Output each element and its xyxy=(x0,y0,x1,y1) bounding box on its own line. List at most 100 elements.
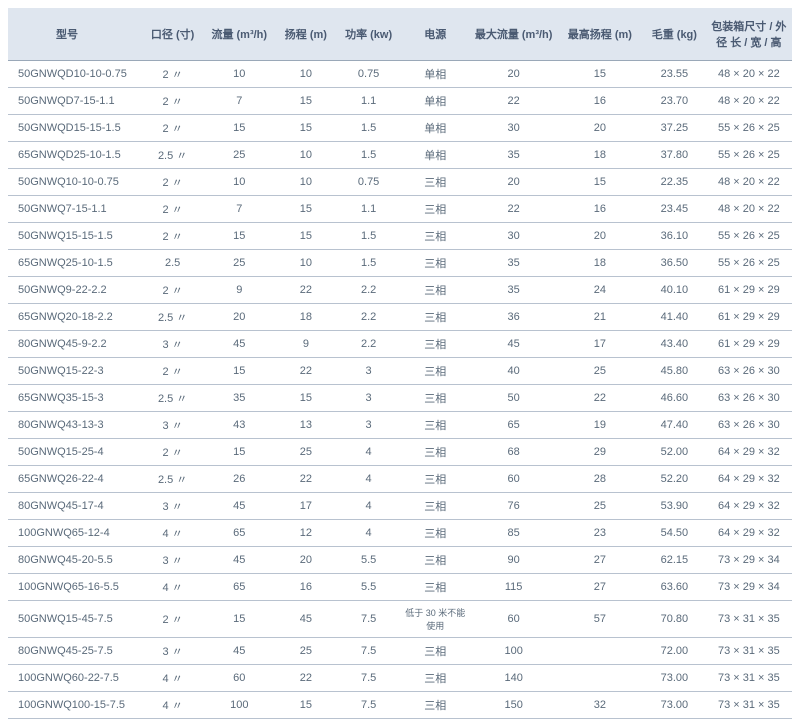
cell: 55 × 26 × 25 xyxy=(706,250,792,277)
cell: 35 xyxy=(204,385,275,412)
cell: 50GNWQ15-25-4 xyxy=(8,439,141,466)
cell: 24 xyxy=(557,277,643,304)
cell: 1.5 xyxy=(337,142,400,169)
cell: 4 xyxy=(337,439,400,466)
cell: 65 xyxy=(204,520,275,547)
cell: 三相 xyxy=(400,692,471,719)
cell: 73 × 31 × 35 xyxy=(706,638,792,665)
table-row: 100GNWQ100-15-7.54 〃100157.5三相1503273.00… xyxy=(8,692,792,719)
cell: 三相 xyxy=(400,574,471,601)
cell: 22 xyxy=(471,196,557,223)
cell: 73 × 31 × 35 xyxy=(706,665,792,692)
cell: 45 xyxy=(204,331,275,358)
cell: 43.40 xyxy=(643,331,706,358)
cell: 21 xyxy=(557,304,643,331)
cell: 1.5 xyxy=(337,223,400,250)
cell: 23 xyxy=(557,520,643,547)
cell: 48 × 20 × 22 xyxy=(706,169,792,196)
cell: 2.2 xyxy=(337,304,400,331)
cell: 23.45 xyxy=(643,196,706,223)
cell: 三相 xyxy=(400,412,471,439)
cell: 47.40 xyxy=(643,412,706,439)
table-row: 65GNWQD25-10-1.52.5 〃25101.5单相351837.805… xyxy=(8,142,792,169)
table-row: 50GNWQD15-15-1.52 〃15151.5单相302037.2555 … xyxy=(8,115,792,142)
cell: 35 xyxy=(471,250,557,277)
cell: 63 × 26 × 30 xyxy=(706,358,792,385)
cell: 35 xyxy=(471,142,557,169)
cell: 20 xyxy=(557,115,643,142)
cell: 73.00 xyxy=(643,692,706,719)
cell xyxy=(557,665,643,692)
cell: 2 〃 xyxy=(141,196,204,223)
cell: 37.80 xyxy=(643,142,706,169)
cell: 41.40 xyxy=(643,304,706,331)
cell: 35 xyxy=(471,277,557,304)
cell: 10 xyxy=(275,142,338,169)
table-row: 80GNWQ45-20-5.53 〃45205.5三相902762.1573 ×… xyxy=(8,547,792,574)
cell: 2 〃 xyxy=(141,223,204,250)
cell: 7 xyxy=(204,88,275,115)
cell: 65 xyxy=(204,574,275,601)
cell: 2 〃 xyxy=(141,358,204,385)
cell: 29 xyxy=(557,439,643,466)
cell: 4 〃 xyxy=(141,692,204,719)
cell: 25 xyxy=(275,439,338,466)
table-row: 50GNWQD10-10-0.752 〃10100.75单相201523.554… xyxy=(8,61,792,88)
cell: 55 × 26 × 25 xyxy=(706,142,792,169)
cell: 64 × 29 × 32 xyxy=(706,439,792,466)
cell: 48 × 20 × 22 xyxy=(706,88,792,115)
cell: 23.55 xyxy=(643,61,706,88)
cell: 16 xyxy=(557,196,643,223)
cell: 4 xyxy=(337,466,400,493)
cell: 20 xyxy=(275,547,338,574)
cell: 100 xyxy=(204,692,275,719)
cell: 7 xyxy=(204,196,275,223)
cell: 2 〃 xyxy=(141,169,204,196)
cell: 100GNWQ100-15-7.5 xyxy=(8,692,141,719)
cell: 73 × 29 × 34 xyxy=(706,547,792,574)
cell: 三相 xyxy=(400,277,471,304)
cell: 30 xyxy=(471,223,557,250)
cell: 2.5 〃 xyxy=(141,304,204,331)
col-header-9: 包装箱尺寸 / 外径 长 / 宽 / 高 xyxy=(706,8,792,61)
cell: 15 xyxy=(204,115,275,142)
cell: 45 xyxy=(204,547,275,574)
cell: 3 〃 xyxy=(141,493,204,520)
cell: 61 × 29 × 29 xyxy=(706,331,792,358)
cell: 17 xyxy=(557,331,643,358)
cell: 80GNWQ45-9-2.2 xyxy=(8,331,141,358)
table-row: 50GNWQ15-22-32 〃15223三相402545.8063 × 26 … xyxy=(8,358,792,385)
cell: 63.60 xyxy=(643,574,706,601)
cell: 73 × 31 × 35 xyxy=(706,601,792,638)
cell: 1.1 xyxy=(337,88,400,115)
cell: 2 〃 xyxy=(141,277,204,304)
table-row: 65GNWQ20-18-2.22.5 〃20182.2三相362141.4061… xyxy=(8,304,792,331)
cell: 43 xyxy=(204,412,275,439)
cell: 80GNWQ45-25-7.5 xyxy=(8,638,141,665)
cell: 三相 xyxy=(400,439,471,466)
cell: 73.00 xyxy=(643,665,706,692)
cell: 48 × 20 × 22 xyxy=(706,61,792,88)
cell: 40.10 xyxy=(643,277,706,304)
cell: 15 xyxy=(204,601,275,638)
cell: 单相 xyxy=(400,61,471,88)
cell: 三相 xyxy=(400,196,471,223)
cell: 22.35 xyxy=(643,169,706,196)
table-header: 型号口径 (寸)流量 (m³/h)扬程 (m)功率 (kw)电源最大流量 (m³… xyxy=(8,8,792,61)
table-row: 50GNWQ7-15-1.12 〃7151.1三相221623.4548 × 2… xyxy=(8,196,792,223)
cell: 9 xyxy=(204,277,275,304)
cell: 36.50 xyxy=(643,250,706,277)
cell: 5.5 xyxy=(337,574,400,601)
cell: 20 xyxy=(557,223,643,250)
cell: 80GNWQ45-17-4 xyxy=(8,493,141,520)
cell: 2 〃 xyxy=(141,61,204,88)
cell: 64 × 29 × 32 xyxy=(706,520,792,547)
table-row: 80GNWQ45-17-43 〃45174三相762553.9064 × 29 … xyxy=(8,493,792,520)
cell: 2 〃 xyxy=(141,439,204,466)
cell: 100GNWQ65-12-4 xyxy=(8,520,141,547)
cell: 62.15 xyxy=(643,547,706,574)
table-row: 80GNWQ45-9-2.23 〃4592.2三相451743.4061 × 2… xyxy=(8,331,792,358)
cell: 85 xyxy=(471,520,557,547)
cell: 80GNWQ43-13-3 xyxy=(8,412,141,439)
cell: 4 〃 xyxy=(141,665,204,692)
